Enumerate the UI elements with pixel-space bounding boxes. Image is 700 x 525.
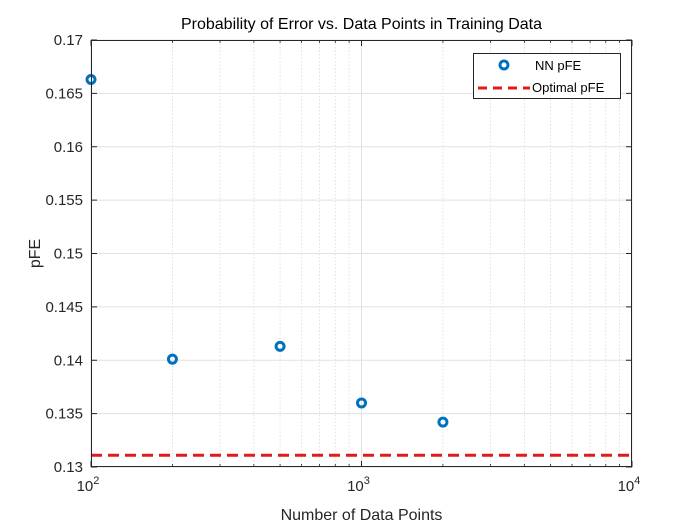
y-tick-label: 0.14 <box>54 352 83 369</box>
ticks <box>90 39 633 468</box>
nn-pfe-point <box>437 416 449 428</box>
legend-label-optimal-pfe: Optimal pFE <box>532 80 605 95</box>
y-tick-label: 0.15 <box>54 246 83 263</box>
y-tick-label: 0.135 <box>45 406 83 423</box>
chart-title: Probability of Error vs. Data Points in … <box>181 16 542 33</box>
legend-marker-nn-pfe <box>498 59 510 71</box>
y-tick-label: 0.13 <box>54 459 83 476</box>
y-axis-label: pFE <box>27 239 44 268</box>
y-tick-label: 0.145 <box>45 299 83 316</box>
x-tick-label-base: 10 <box>77 478 94 495</box>
x-tick-label: 102 <box>77 475 100 495</box>
x-tick-label-base: 10 <box>347 478 364 495</box>
x-tick-label: 104 <box>618 475 641 495</box>
x-tick-label-exponent: 3 <box>364 475 370 487</box>
y-tick-label: 0.165 <box>45 85 83 102</box>
x-tick-label-exponent: 4 <box>634 475 640 487</box>
legend-box <box>473 53 621 99</box>
y-tick-label: 0.155 <box>45 192 83 209</box>
nn-pfe-point <box>356 397 367 409</box>
x-axis-label: Number of Data Points <box>281 507 443 524</box>
x-tick-label-base: 10 <box>618 478 635 495</box>
legend: NN pFE Optimal pFE <box>473 53 621 99</box>
nn-pfe-point <box>274 340 286 352</box>
y-tick-label: 0.17 <box>54 32 83 49</box>
plot-area <box>85 39 633 468</box>
tick-labels: 102 103 1040.130.1350.140.1450.150.1550.16… <box>45 32 640 495</box>
legend-label-nn-pfe: NN pFE <box>535 58 582 73</box>
x-tick-label: 103 <box>347 475 370 495</box>
y-tick-label: 0.16 <box>54 139 83 156</box>
x-tick-label-exponent: 2 <box>93 475 99 487</box>
nn-pfe-point <box>166 353 178 365</box>
